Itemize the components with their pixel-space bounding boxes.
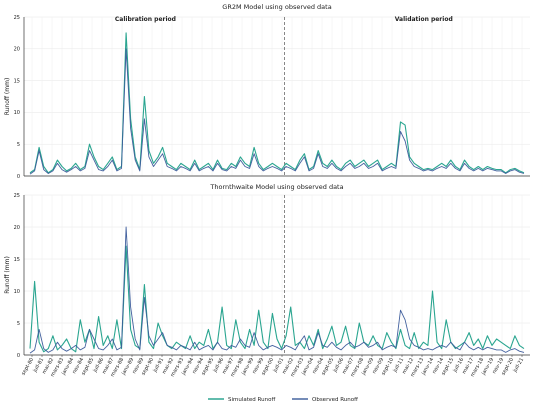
legend: Simulated Runoff Observed Runoff xyxy=(208,397,358,403)
y-tick-label: 20 xyxy=(14,225,20,231)
y-tick-label: 15 xyxy=(14,257,20,263)
y-tick-label: 25 xyxy=(14,15,20,21)
y-tick-label: 0 xyxy=(17,174,20,180)
legend-simulated-label: Simulated Runoff xyxy=(228,397,275,403)
y-tick-label: 5 xyxy=(17,142,20,148)
calibration-label: Calibration period xyxy=(115,16,176,23)
gr2m-panel: GR2M Model using observed data 0 5 10 15 20 25… xyxy=(4,3,530,180)
chart-title: Thornthwaite Model using observed data xyxy=(209,183,343,191)
chart-title: GR2M Model using observed data xyxy=(222,3,331,11)
y-tick-label: 15 xyxy=(14,78,20,84)
thornthwaite-panel: Thornthwaite Model using observed data 0 5… xyxy=(4,183,530,378)
observed-runoff-line xyxy=(29,48,525,175)
y-tick-label: 10 xyxy=(14,110,20,116)
x-tick-label: sept-80 xyxy=(21,357,36,376)
y-tick-label: 20 xyxy=(14,47,20,53)
validation-label: Validation period xyxy=(395,16,453,23)
y-tick-label: 10 xyxy=(14,289,20,295)
y-tick-label: 5 xyxy=(17,321,20,327)
observed-runoff-line xyxy=(29,226,525,354)
simulated-runoff-line xyxy=(29,245,525,353)
legend-observed-label: Observed Runoff xyxy=(312,397,358,403)
y-tick-label: 0 xyxy=(17,353,20,359)
y-tick-label: 25 xyxy=(14,193,20,199)
y-axis-label: Runoff (mm) xyxy=(4,78,11,116)
simulated-runoff-line xyxy=(29,32,525,174)
y-axis-label: Runoff (mm) xyxy=(4,256,11,294)
